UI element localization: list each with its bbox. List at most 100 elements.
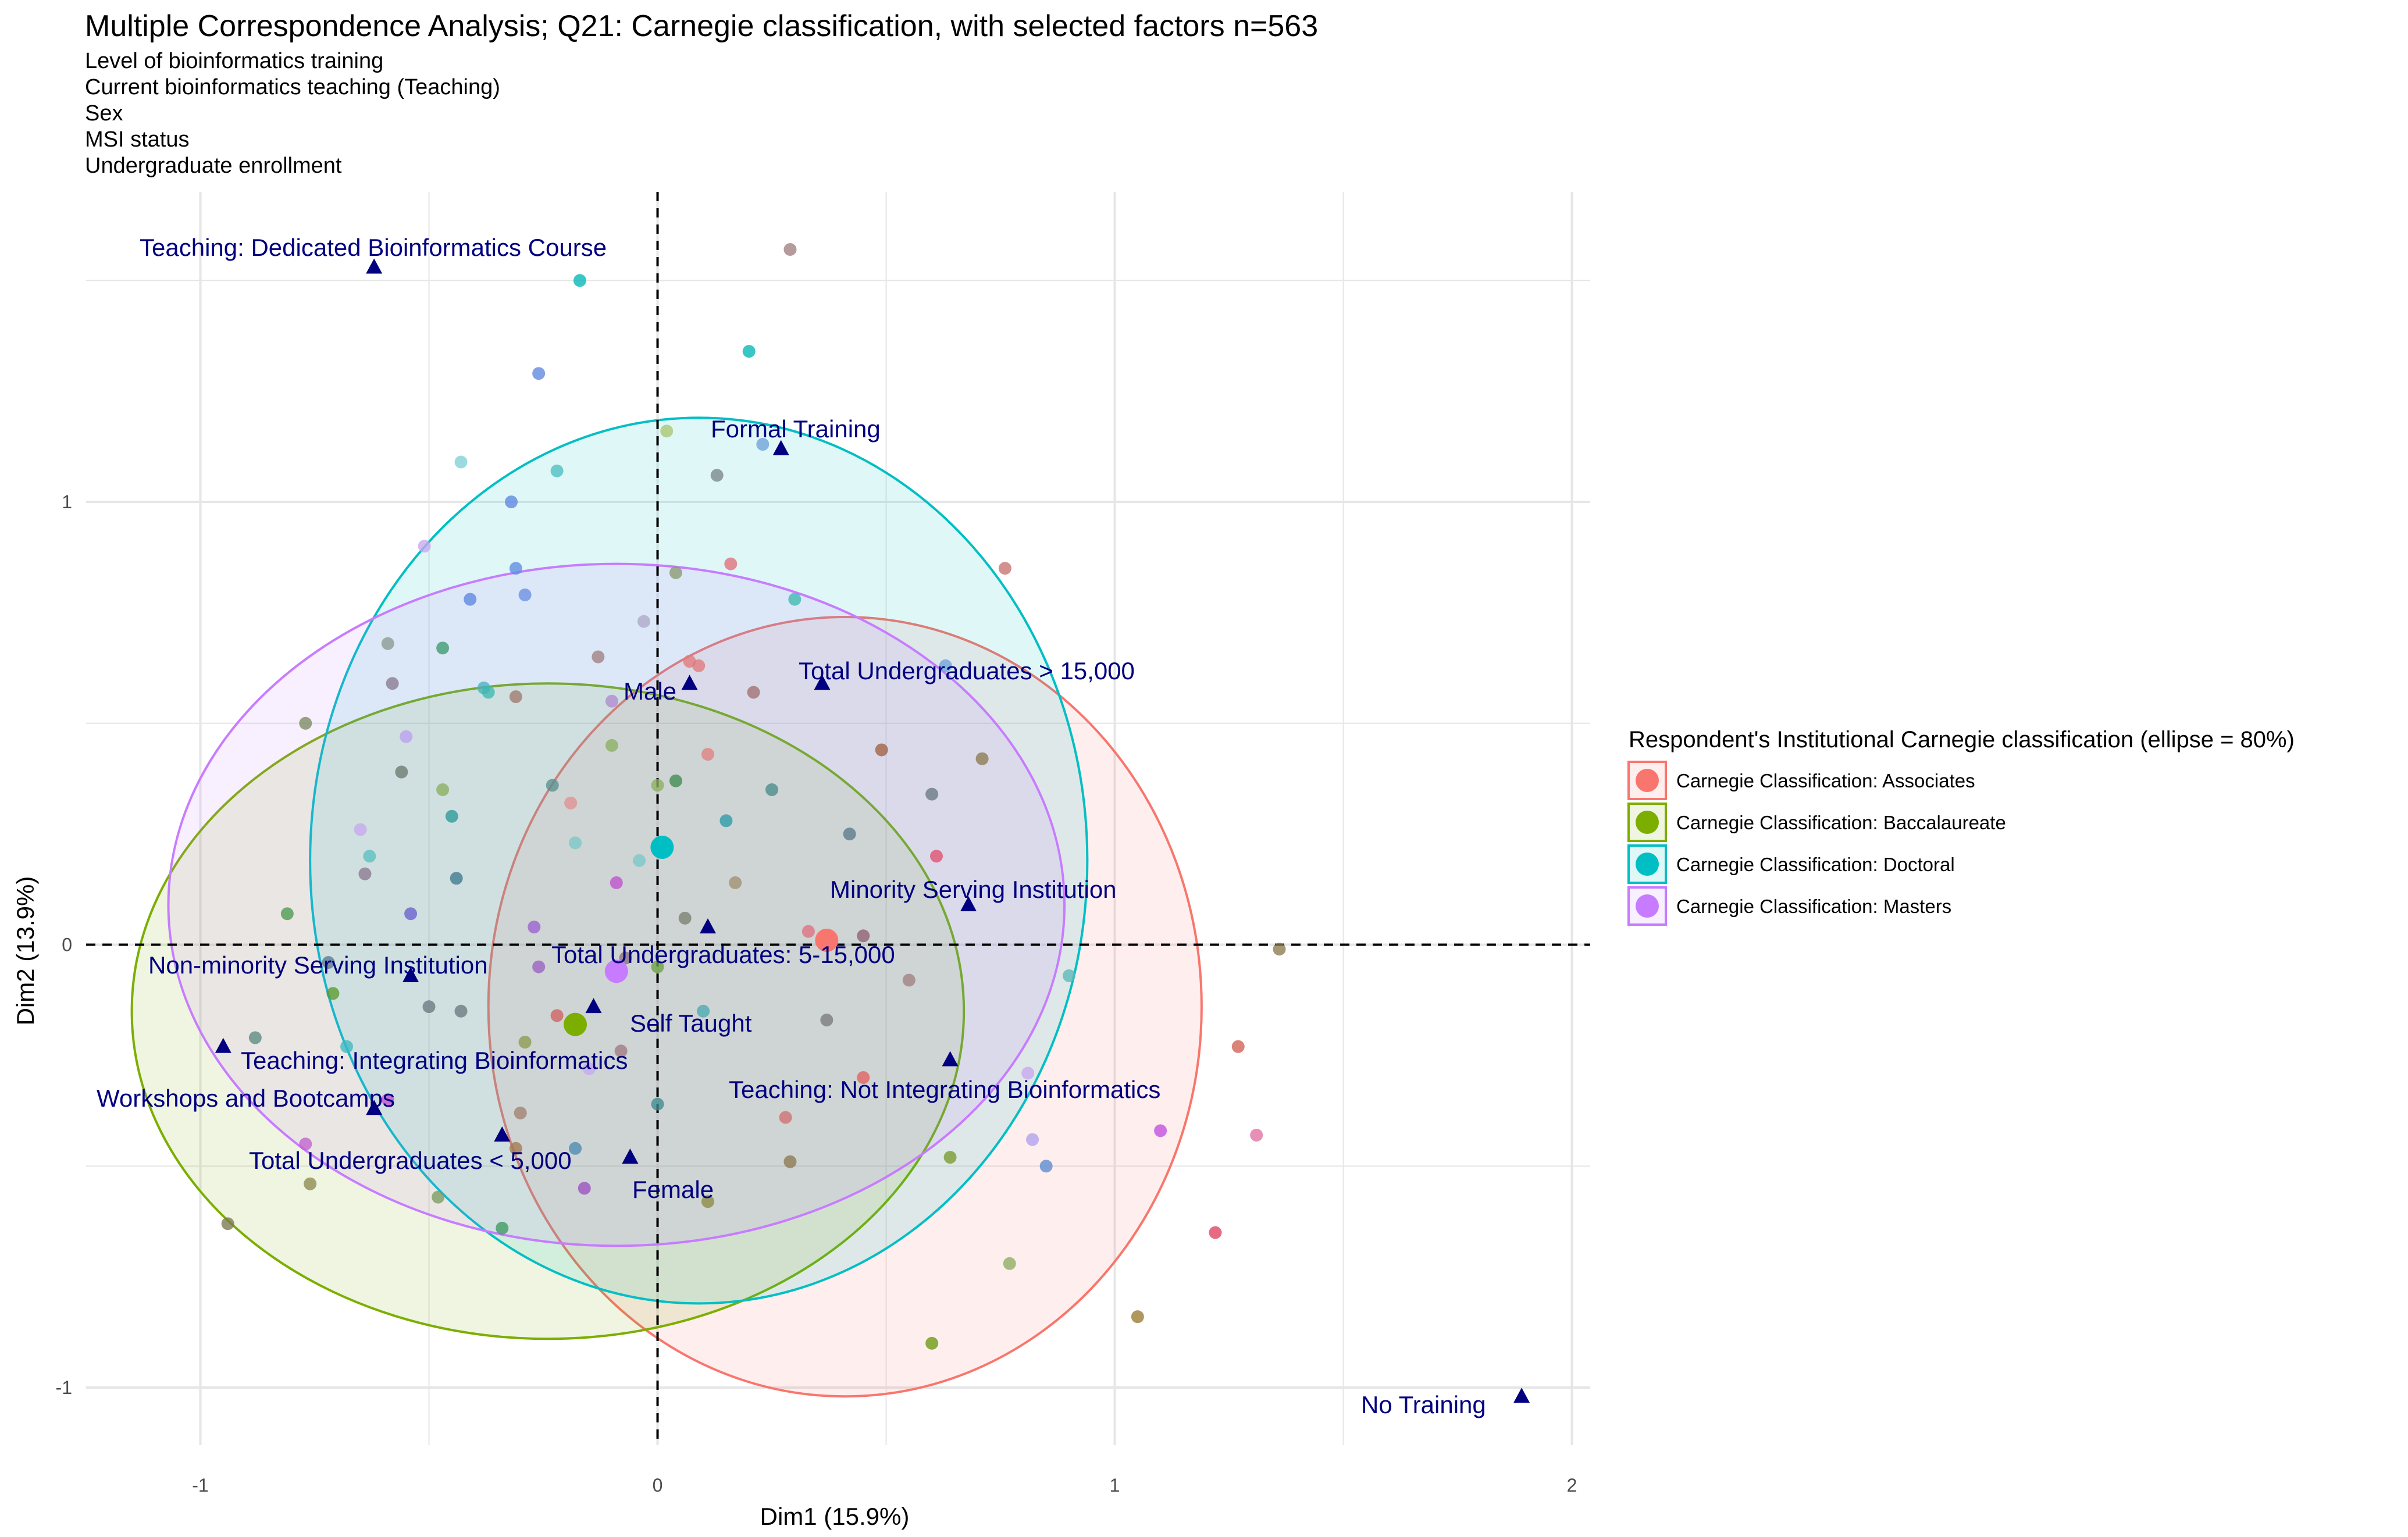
category-label: Workshops and Bootcamps xyxy=(97,1085,395,1112)
category-label: Formal Training xyxy=(711,415,881,443)
ellipse-associates xyxy=(487,616,1203,1398)
y-tick-label: 1 xyxy=(62,491,72,512)
data-point xyxy=(660,425,674,438)
x-tick-label: 1 xyxy=(1110,1475,1120,1496)
data-point xyxy=(436,641,450,655)
data-point xyxy=(742,345,756,358)
data-point xyxy=(418,540,431,553)
category-label: Minority Serving Institution xyxy=(830,876,1117,903)
x-axis-label: Dim1 (15.9%) xyxy=(760,1503,910,1530)
subtitle-line: Current bioinformatics teaching (Teachin… xyxy=(85,75,500,99)
legend-title: Respondent's Institutional Carnegie clas… xyxy=(1629,727,2295,753)
data-point xyxy=(756,438,770,451)
data-point xyxy=(1131,1310,1144,1324)
data-point xyxy=(1062,969,1075,982)
data-point xyxy=(697,1004,710,1018)
data-point xyxy=(299,1137,312,1151)
variable-categories: Teaching: Dedicated Bioinformatics Cours… xyxy=(97,234,1530,1418)
data-point xyxy=(637,615,650,628)
reference-lines xyxy=(86,192,1590,1445)
legend-label: Carnegie Classification: Baccalaureate xyxy=(1676,812,2006,833)
category-marker xyxy=(366,258,383,274)
grid-lines xyxy=(86,192,1590,1445)
data-point xyxy=(1154,1124,1167,1137)
category-marker xyxy=(622,1149,639,1164)
subtitle-line: Level of bioinformatics training xyxy=(85,49,383,73)
data-point xyxy=(651,1097,664,1111)
data-point xyxy=(975,752,989,765)
data-point xyxy=(592,650,605,664)
data-point xyxy=(514,1106,527,1119)
category-marker xyxy=(366,1100,383,1115)
data-point xyxy=(1209,1226,1222,1239)
category-label: Teaching: Dedicated Bioinformatics Cours… xyxy=(140,234,607,261)
category-marker xyxy=(699,918,716,934)
data-point xyxy=(340,1040,354,1053)
legend: Respondent's Institutional Carnegie clas… xyxy=(1627,727,2295,926)
data-point xyxy=(747,686,760,699)
data-point xyxy=(724,557,738,570)
subtitle-line: Sex xyxy=(85,101,123,126)
category-marker xyxy=(681,675,698,690)
group-centroids xyxy=(564,835,839,1036)
data-point xyxy=(582,1062,596,1075)
data-point xyxy=(432,1190,445,1204)
data-point xyxy=(857,1071,870,1084)
legend-swatch xyxy=(1636,769,1659,792)
data-point xyxy=(454,455,468,469)
centroid-associates xyxy=(815,928,839,952)
data-point xyxy=(633,854,646,867)
data-point xyxy=(765,783,779,797)
category-marker xyxy=(1513,1388,1530,1403)
category-marker xyxy=(494,1126,511,1142)
centroid-baccalaureate xyxy=(564,1012,587,1036)
data-point xyxy=(925,787,939,801)
data-point xyxy=(386,677,399,690)
data-point xyxy=(363,850,376,863)
centroid-masters xyxy=(604,960,628,983)
category-label: Total Undergraduates > 15,000 xyxy=(799,657,1135,684)
data-point xyxy=(1250,1128,1263,1142)
data-point xyxy=(550,464,564,477)
data-point xyxy=(719,814,733,828)
data-point xyxy=(358,867,372,880)
x-tick-label: -1 xyxy=(192,1475,208,1496)
category-label: Male xyxy=(624,677,676,705)
data-point xyxy=(450,872,463,885)
data-point xyxy=(1273,943,1286,956)
data-point xyxy=(783,1155,797,1168)
data-point xyxy=(857,929,870,943)
data-point xyxy=(729,876,742,889)
data-point xyxy=(509,562,522,575)
category-marker xyxy=(215,1037,231,1053)
data-point xyxy=(614,1044,628,1058)
data-point xyxy=(578,1182,591,1195)
data-point xyxy=(304,1177,317,1190)
subtitle-line: Undergraduate enrollment xyxy=(85,154,342,178)
data-point xyxy=(564,796,578,809)
legend-swatch xyxy=(1636,853,1659,876)
data-point xyxy=(573,274,586,287)
legend-swatch xyxy=(1636,894,1659,918)
y-tick-label: 0 xyxy=(62,935,72,955)
category-marker xyxy=(772,440,789,455)
category-marker xyxy=(585,998,602,1014)
y-axis-label: Dim2 (13.9%) xyxy=(12,876,39,1026)
data-point xyxy=(943,1151,957,1164)
data-point xyxy=(299,716,312,730)
category-label: Non-minority Serving Institution xyxy=(148,951,488,979)
data-point xyxy=(678,911,692,925)
data-point xyxy=(902,973,916,987)
data-point xyxy=(605,694,618,708)
data-point xyxy=(518,588,532,601)
data-point xyxy=(464,593,477,606)
data-point xyxy=(528,921,541,934)
data-point xyxy=(400,730,413,743)
ellipse-doctoral xyxy=(309,416,1089,1305)
data-point xyxy=(445,809,458,823)
data-point xyxy=(482,686,495,699)
category-label: Teaching: Not Integrating Bioinformatics xyxy=(729,1076,1160,1103)
data-point xyxy=(496,1221,509,1235)
y-tick-label: -1 xyxy=(56,1377,72,1398)
